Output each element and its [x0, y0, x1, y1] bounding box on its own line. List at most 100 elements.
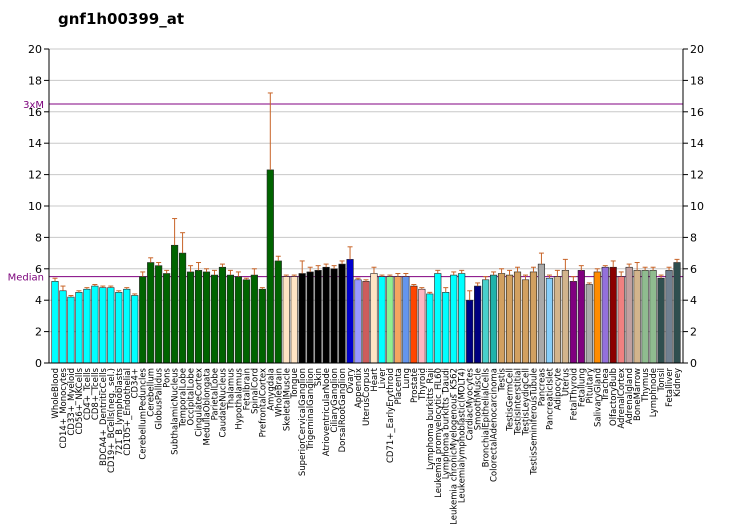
- y-tick-label-left: 6: [35, 263, 42, 276]
- y-tick-label-right: 10: [690, 200, 704, 213]
- bar: [123, 288, 131, 364]
- bar: [99, 287, 107, 364]
- bar: [59, 290, 67, 364]
- error-bars: [52, 92, 680, 301]
- category-label: Thyroid: [418, 368, 428, 401]
- category-label: Fetallung: [577, 368, 587, 407]
- category-label: TrigeminalGanglion: [306, 368, 316, 451]
- bar: [242, 279, 250, 364]
- category-label: Lung: [402, 368, 412, 389]
- category-label: SuperiorCervicalGanglion: [298, 368, 308, 476]
- bar: [171, 244, 179, 364]
- bar: [298, 273, 306, 364]
- category-label: Skin: [314, 368, 324, 386]
- y-tick-label-right: 14: [690, 137, 704, 150]
- bar: [202, 271, 211, 364]
- category-label: TestisInterstitial: [514, 368, 524, 436]
- y-tick-label-left: 12: [28, 169, 42, 182]
- category-label: Lymphoma burkitts_Daudi: [442, 368, 452, 479]
- bar: [426, 293, 434, 364]
- bar: [569, 281, 577, 364]
- category-label: Hypothalamus: [234, 367, 244, 429]
- bar: [258, 288, 266, 364]
- category-label: Pons: [163, 367, 173, 387]
- bar: [442, 292, 450, 364]
- bar: [155, 265, 163, 364]
- category-label: TestisGermCell: [506, 368, 516, 432]
- bar: [314, 270, 322, 364]
- bar: [234, 276, 242, 364]
- category-label: Leukemialymphoblastic(MOLT4): [458, 368, 468, 503]
- bar: [585, 284, 593, 364]
- category-label: CD105+_Endothelial: [123, 368, 133, 456]
- chart-title: gnf1h00399_at: [58, 10, 184, 28]
- category-label: PancreaticIslet: [545, 367, 555, 430]
- reference-lines: 3xM Median: [8, 100, 683, 284]
- category-label: CaudateNucleus: [218, 367, 228, 437]
- bar: [139, 276, 147, 364]
- category-label: TestisLeydigCell: [521, 368, 531, 436]
- category-label: Cerebellum: [147, 368, 157, 417]
- y-tick-label-right: 4: [690, 294, 697, 307]
- category-label: CD71+_EarlyErythroid: [386, 368, 396, 463]
- category-label: BDCA4+_DentriticCells: [99, 367, 109, 466]
- category-label: Tonsil: [657, 368, 667, 393]
- bars: [51, 169, 681, 364]
- category-label: Uterus: [561, 367, 571, 396]
- category-label: PrefrontalCortex: [258, 368, 268, 437]
- category-label: WholeBrain: [274, 368, 284, 417]
- bar: [474, 285, 482, 364]
- y-tick-label-left: 4: [35, 294, 42, 307]
- bar: [601, 266, 609, 364]
- bar: [266, 169, 274, 364]
- bar: [577, 270, 585, 364]
- category-label: MedullaOblongata: [203, 368, 213, 445]
- bar: [362, 281, 370, 364]
- y-tick-label-right: 2: [690, 326, 697, 339]
- bar: [91, 285, 99, 364]
- bar: [67, 296, 75, 364]
- category-label: TestisSeminiferousTubule: [529, 368, 539, 476]
- y-tick-label-left: 10: [28, 200, 42, 213]
- bar: [83, 288, 91, 364]
- bar: [51, 281, 59, 364]
- category-label: Trachea: [601, 368, 611, 402]
- category-label: ParietalLobe: [210, 368, 220, 420]
- bar: [633, 270, 641, 364]
- category-label: Pancreas: [537, 367, 547, 406]
- bar: [338, 263, 346, 364]
- bar: [226, 274, 235, 364]
- category-label: Leukemia chronicMyelogenous_K562: [450, 368, 460, 525]
- bar: [649, 270, 657, 364]
- bar: [609, 266, 617, 364]
- category-label: Heart: [370, 367, 380, 391]
- bar: [402, 276, 410, 364]
- category-label: OccipitalLobe: [187, 368, 197, 425]
- category-label: SubthalamicNucleus: [171, 367, 181, 454]
- category-label: Fetalbrain: [242, 368, 252, 410]
- bar: [482, 279, 490, 364]
- bar: [378, 276, 386, 364]
- bar: [505, 274, 514, 364]
- bar: [282, 276, 290, 364]
- y-tick-label-left: 18: [28, 74, 42, 87]
- y-tick-label-right: 16: [690, 106, 704, 119]
- bar: [274, 260, 282, 364]
- bar: [394, 276, 402, 364]
- bar: [545, 277, 553, 364]
- category-label: Fetalliver: [665, 368, 675, 408]
- reference-line-label: 3xM: [23, 100, 44, 111]
- category-label: Tongue: [290, 368, 300, 399]
- bar: [513, 271, 522, 364]
- bar: [370, 273, 378, 364]
- y-tick-label-right: 12: [690, 169, 704, 182]
- category-label: Prostate: [410, 368, 420, 403]
- bar: [665, 270, 673, 364]
- category-label: Leukemia promyelocytic_HL60: [434, 368, 444, 498]
- y-tick-label-right: 6: [690, 263, 697, 276]
- category-label: Pituitary: [585, 368, 595, 403]
- y-tick-label-left: 0: [35, 357, 42, 370]
- bar: [625, 266, 633, 364]
- y-tick-label-left: 2: [35, 326, 42, 339]
